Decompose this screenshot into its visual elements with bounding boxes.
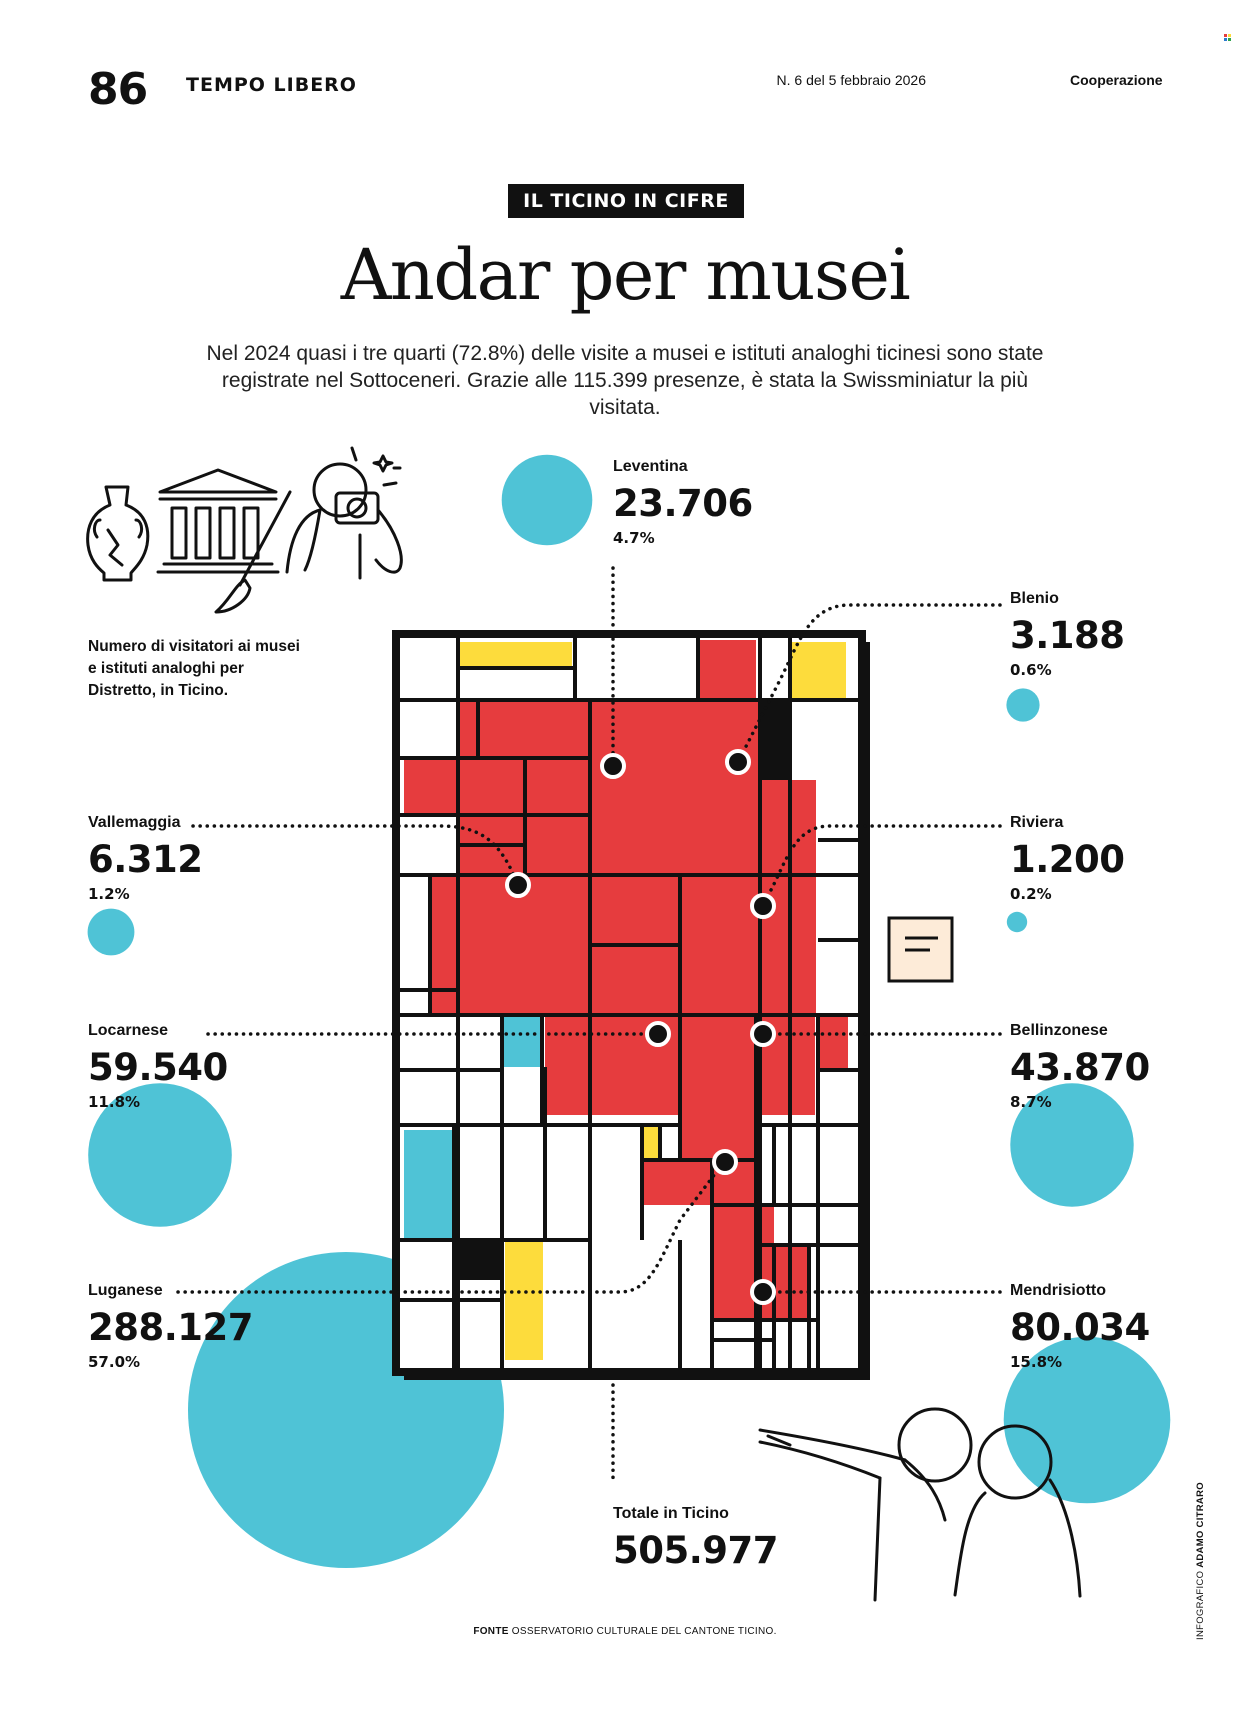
district-value: 43.870 <box>1010 1046 1150 1089</box>
district-locarnese: Locarnese 59.540 11.8% <box>88 1022 228 1111</box>
source-label: FONTE <box>473 1626 509 1637</box>
color-mark-icon <box>1224 34 1231 41</box>
district-name: Leventina <box>613 458 688 475</box>
district-value: 3.188 <box>1010 614 1125 657</box>
district-percent: 4.7% <box>613 529 655 547</box>
bubble-mendrisiotto <box>1003 1336 1171 1504</box>
district-name: Riviera <box>1010 814 1064 831</box>
district-name: Blenio <box>1010 590 1059 607</box>
bubble-blenio <box>1006 688 1040 722</box>
connector-points <box>505 749 776 1305</box>
category-badge: IL TICINO IN CIFRE <box>508 184 744 218</box>
section-title: TEMPO LIBERO <box>186 74 357 96</box>
district-value: 23.706 <box>613 482 753 525</box>
district-mendrisiotto: Mendrisiotto 80.034 15.8% <box>1010 1282 1150 1371</box>
museum-building-icon <box>156 468 280 574</box>
note-icon <box>887 916 954 983</box>
district-vallemaggia: Vallemaggia 6.312 1.2% <box>88 814 203 903</box>
district-name: Bellinzonese <box>1010 1022 1108 1039</box>
district-name: Vallemaggia <box>88 814 181 831</box>
paintbrush-icon <box>214 490 292 614</box>
district-value: 59.540 <box>88 1046 228 1089</box>
bubble-vallemaggia <box>87 908 135 956</box>
source-text: OSSERVATORIO CULTURALE DEL CANTONE TICIN… <box>511 1626 777 1637</box>
district-percent: 8.7% <box>1010 1093 1052 1111</box>
district-bellinzonese: Bellinzonese 43.870 8.7% <box>1010 1022 1150 1111</box>
credit-note: INFOGRAFICO ADAMO CITRARO <box>1195 1482 1206 1640</box>
district-percent: 57.0% <box>88 1353 141 1371</box>
magazine-name: Cooperazione <box>1070 72 1163 88</box>
district-luganese: Luganese 288.127 57.0% <box>88 1282 254 1371</box>
connector-lines <box>176 566 1002 1482</box>
district-value: 80.034 <box>1010 1306 1150 1349</box>
visitors-pointing-illustration <box>758 1407 1082 1602</box>
photographer-icon <box>285 446 403 580</box>
page-title: Andar per musei <box>340 234 911 316</box>
district-percent: 15.8% <box>1010 1353 1063 1371</box>
district-percent: 0.6% <box>1010 661 1052 679</box>
chart-description: Numero di visitatori ai musei e istituti… <box>88 638 300 699</box>
source-note: FONTE OSSERVATORIO CULTURALE DEL CANTONE… <box>0 1626 1250 1637</box>
district-value: 6.312 <box>88 838 203 881</box>
district-name: Mendrisiotto <box>1010 1282 1106 1299</box>
credit-label: INFOGRAFICO <box>1195 1570 1206 1640</box>
district-percent: 11.8% <box>88 1093 141 1111</box>
page-number: 86 <box>88 64 148 115</box>
issue-info: N. 6 del 5 febbraio 2026 <box>776 72 926 88</box>
district-value: 288.127 <box>88 1306 254 1349</box>
bubble-bellinzonese <box>1010 1083 1134 1207</box>
vase-icon <box>86 485 150 582</box>
total-label: Totale in Ticino <box>613 1505 729 1522</box>
district-value: 1.200 <box>1010 838 1125 881</box>
subtitle: Nel 2024 quasi i tre quarti (72.8%) dell… <box>206 342 1044 419</box>
district-name: Locarnese <box>88 1022 169 1039</box>
ticino-mondrian-map <box>392 630 870 1380</box>
bubble-locarnese <box>88 1083 232 1227</box>
district-leventina: Leventina 23.706 4.7% <box>613 458 753 547</box>
district-riviera: Riviera 1.200 0.2% <box>1010 814 1125 903</box>
district-percent: 1.2% <box>88 885 130 903</box>
bubble-riviera <box>1006 911 1028 933</box>
district-name: Luganese <box>88 1282 163 1299</box>
credit-name: ADAMO CITRARO <box>1195 1482 1206 1568</box>
total-ticino: Totale in Ticino 505.977 <box>613 1505 779 1572</box>
total-value: 505.977 <box>613 1529 779 1572</box>
district-percent: 0.2% <box>1010 885 1052 903</box>
bubble-leventina <box>501 454 593 546</box>
district-blenio: Blenio 3.188 0.6% <box>1010 590 1125 679</box>
